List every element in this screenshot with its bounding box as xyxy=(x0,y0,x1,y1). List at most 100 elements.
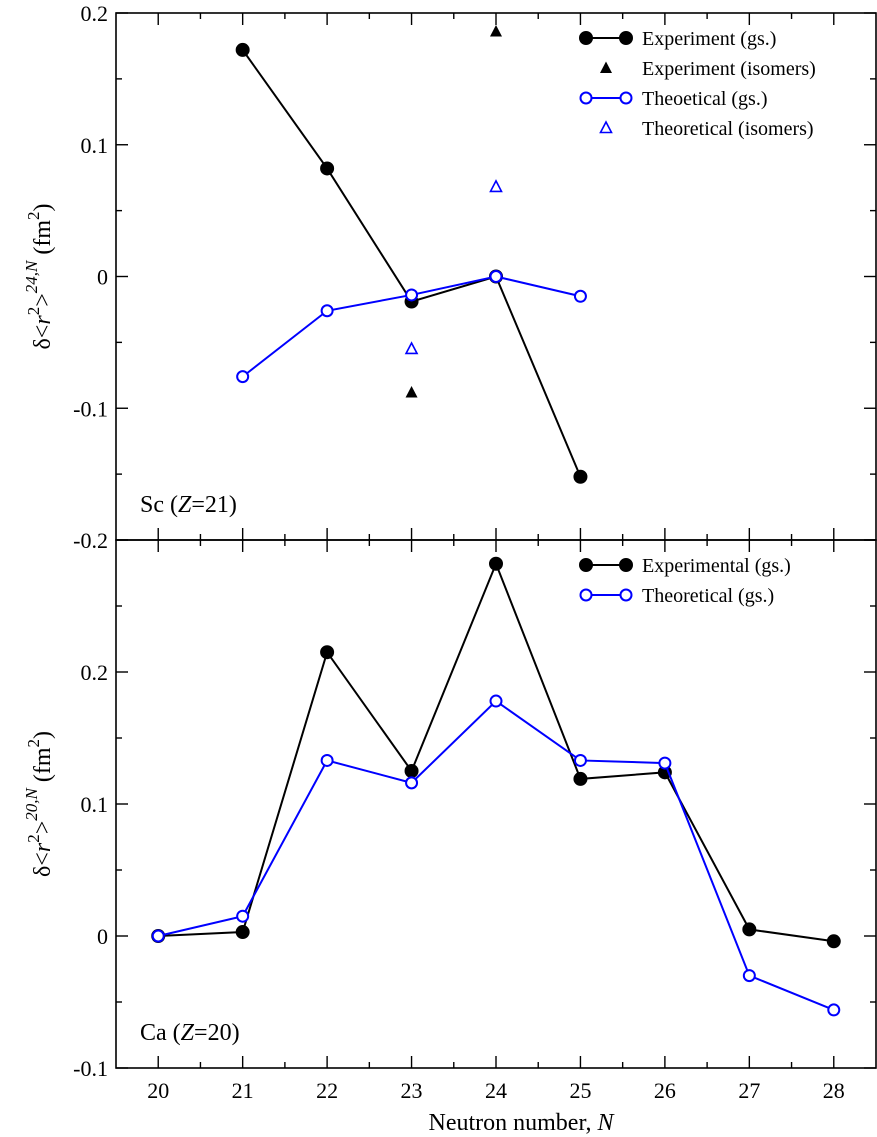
annotation-close: ) xyxy=(232,1020,240,1046)
data-point xyxy=(151,929,165,943)
data-point xyxy=(573,289,587,303)
y-tick-label: 0.1 xyxy=(81,792,109,817)
data-point xyxy=(658,756,672,770)
series-experiment-isomers- xyxy=(405,24,502,398)
y-tick-label: 0.2 xyxy=(81,1,109,26)
annotation-open: ( xyxy=(170,492,178,518)
legend-entry: Experimental (gs.) xyxy=(579,555,791,577)
data-point xyxy=(236,370,250,384)
data-point xyxy=(489,270,503,283)
x-tick-label: 23 xyxy=(401,1078,423,1103)
y-label-r: r xyxy=(30,315,56,325)
legend-marker xyxy=(619,558,633,572)
data-point xyxy=(573,753,587,767)
annotation-zvalue: =21 xyxy=(191,492,229,518)
y-label-gt: > xyxy=(30,293,56,307)
data-point xyxy=(489,694,503,708)
legend-marker xyxy=(619,588,633,602)
y-tick-label: 0.1 xyxy=(81,133,109,158)
annotation-open: ( xyxy=(173,1020,181,1046)
legend-marker xyxy=(599,120,613,134)
x-axis-label-text: Neutron number, xyxy=(428,1110,597,1136)
series-theoetical-gs- xyxy=(236,270,587,384)
legend-label: Experimental (gs.) xyxy=(642,555,791,577)
plot-frame xyxy=(115,539,877,1069)
y-label-unitexp: 2 xyxy=(24,212,43,221)
y-label-delta: δ xyxy=(30,338,56,349)
data-point xyxy=(405,288,419,302)
legend-marker xyxy=(579,91,593,105)
legend-entry: Experiment (isomers) xyxy=(600,58,816,80)
legend-marker xyxy=(600,61,612,73)
series-line xyxy=(157,699,835,1011)
data-point xyxy=(405,385,418,398)
legend-entry: Theoetical (gs.) xyxy=(579,88,768,110)
data-point xyxy=(404,341,419,355)
data-point xyxy=(320,753,334,767)
data-point xyxy=(742,922,757,937)
y-tick-label: -0.1 xyxy=(73,1056,108,1081)
x-tick-label: 20 xyxy=(147,1078,169,1103)
annotation-element: Sc xyxy=(140,492,170,518)
y-tick-label: 0 xyxy=(97,924,108,949)
y-tick-label: -0.1 xyxy=(73,396,108,421)
x-tick-label: 24 xyxy=(485,1078,507,1103)
data-point xyxy=(573,771,588,786)
legend-entry: Theoretical (isomers) xyxy=(599,118,814,140)
y-label-delta: δ xyxy=(30,866,56,877)
series-line xyxy=(241,49,582,478)
y-label-close: ) xyxy=(30,204,56,212)
y-tick-label: -0.2 xyxy=(73,528,108,553)
data-point xyxy=(490,24,502,37)
data-point xyxy=(827,1003,841,1017)
x-tick-label: 22 xyxy=(316,1078,338,1103)
series-experiment-gs- xyxy=(235,42,588,484)
y-tick-label: 0.2 xyxy=(81,660,109,685)
y-label-sup: 24,N xyxy=(22,259,41,293)
panel-annotation: Ca (Z=20) xyxy=(140,1020,240,1046)
annotation-close: ) xyxy=(229,492,237,518)
y-label-close: ) xyxy=(30,731,56,739)
x-axis-label: Neutron number, N xyxy=(428,1110,615,1136)
x-tick-label: 25 xyxy=(569,1078,591,1103)
annotation-element: Ca xyxy=(140,1020,173,1046)
annotation-z: Z xyxy=(178,492,192,518)
legend-marker xyxy=(619,91,633,105)
data-point xyxy=(320,304,334,318)
y-label-unitexp: 2 xyxy=(24,739,43,748)
data-point xyxy=(573,469,588,484)
x-tick-label: 27 xyxy=(738,1078,760,1103)
sc-panel: -0.2-0.100.10.2δ<r2>24,N(fm2)Experiment … xyxy=(22,1,877,553)
x-tick-label: 21 xyxy=(232,1078,254,1103)
series-experimental-gs- xyxy=(151,556,841,949)
y-label-unit: (fm xyxy=(30,747,56,782)
legend-marker xyxy=(579,31,593,45)
data-point xyxy=(826,934,841,949)
legend-marker xyxy=(579,588,593,602)
legend-label: Theoetical (gs.) xyxy=(642,88,768,110)
legend-label: Theoretical (isomers) xyxy=(642,118,814,140)
data-point xyxy=(405,776,419,790)
annotation-z: Z xyxy=(181,1020,195,1046)
data-point xyxy=(235,42,250,57)
legend-entry: Experiment (gs.) xyxy=(579,28,776,50)
y-label-lt: < xyxy=(30,852,56,866)
data-point xyxy=(404,764,419,778)
x-axis-label-var: N xyxy=(596,1110,615,1136)
y-label-exp: 2 xyxy=(24,834,43,843)
y-label-gt: > xyxy=(30,821,56,835)
legend-marker xyxy=(619,31,633,45)
legend-label: Experiment (isomers) xyxy=(642,58,816,80)
panel-annotation: Sc (Z=21) xyxy=(140,492,237,518)
legend-marker xyxy=(579,558,593,572)
data-point xyxy=(489,556,503,571)
data-point xyxy=(489,179,503,193)
data-point xyxy=(320,161,335,176)
y-label-exp: 2 xyxy=(24,307,43,316)
data-point xyxy=(742,969,756,983)
y-label-r: r xyxy=(30,842,56,852)
annotation-zvalue: =20 xyxy=(194,1020,232,1046)
data-point xyxy=(236,909,250,923)
